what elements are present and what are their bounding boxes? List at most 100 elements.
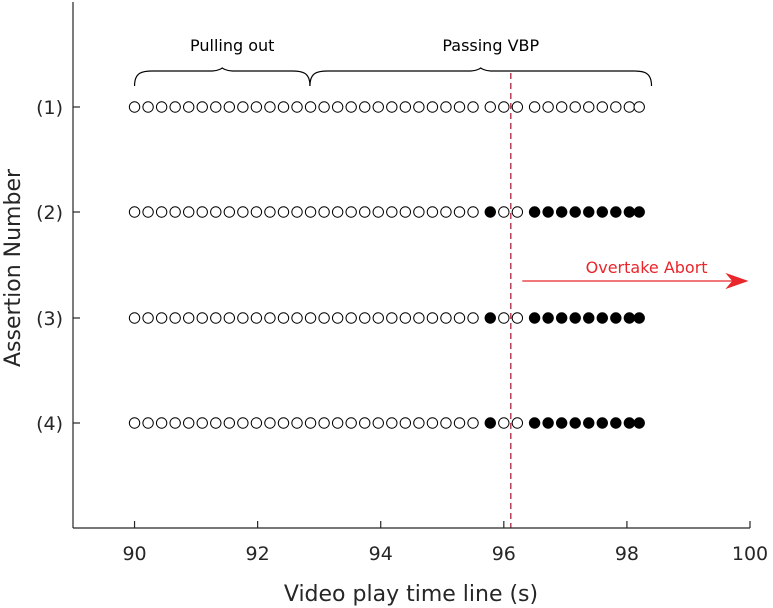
open-point — [359, 417, 371, 429]
open-point — [142, 101, 154, 113]
open-point — [426, 312, 439, 324]
open-point — [359, 206, 371, 218]
open-point — [511, 312, 524, 324]
open-point — [155, 206, 168, 218]
open-point — [498, 206, 510, 218]
filled-point — [596, 206, 608, 218]
open-point — [128, 101, 141, 113]
filled-point — [623, 417, 636, 429]
open-point — [196, 417, 208, 429]
open-point — [277, 101, 290, 113]
open-point — [291, 206, 303, 218]
open-point — [196, 206, 208, 218]
filled-point — [583, 417, 595, 429]
y-tick-label: (3) — [36, 308, 63, 330]
open-point — [237, 206, 249, 218]
open-point — [467, 312, 479, 324]
open-point — [467, 417, 479, 429]
filled-point — [569, 417, 581, 429]
x-axis-label: Video play time line (s) — [284, 582, 538, 607]
open-point — [128, 417, 141, 429]
open-point — [237, 417, 249, 429]
filled-point — [623, 312, 636, 324]
brace-label-1: Pulling out — [190, 36, 274, 55]
filled-point — [633, 417, 645, 429]
filled-point — [610, 206, 622, 218]
open-point — [155, 312, 168, 324]
open-point — [426, 417, 439, 429]
open-point — [210, 101, 222, 113]
open-point — [569, 101, 581, 113]
open-point — [528, 101, 541, 113]
open-point — [511, 417, 524, 429]
open-point — [183, 312, 195, 324]
filled-point — [528, 206, 541, 218]
filled-point — [528, 417, 541, 429]
axes: 90 92 94 96 98 100 (1) (2) (3) (4) — [36, 2, 768, 565]
open-point — [453, 206, 466, 218]
open-point — [399, 312, 412, 324]
y-tick-label: (4) — [36, 413, 63, 435]
open-point — [223, 312, 236, 324]
filled-point — [596, 417, 608, 429]
open-point — [467, 101, 479, 113]
open-point — [304, 206, 317, 218]
overtake-abort-label: Overtake Abort — [586, 258, 708, 277]
open-point — [291, 101, 303, 113]
open-point — [264, 206, 276, 218]
x-tick-label: 100 — [732, 543, 768, 565]
filled-point — [633, 312, 645, 324]
open-point — [386, 101, 398, 113]
open-point — [413, 312, 425, 324]
open-point — [277, 417, 290, 429]
open-point — [210, 417, 222, 429]
open-point — [331, 417, 344, 429]
open-point — [555, 101, 568, 113]
open-point — [511, 101, 524, 113]
open-point — [498, 312, 510, 324]
open-point — [169, 101, 181, 113]
open-point — [210, 206, 222, 218]
open-point — [196, 101, 208, 113]
open-point — [318, 312, 330, 324]
open-point — [413, 417, 425, 429]
filled-point — [484, 312, 496, 324]
open-point — [372, 206, 384, 218]
filled-point — [542, 206, 554, 218]
open-point — [142, 312, 154, 324]
open-point — [426, 206, 439, 218]
open-point — [399, 206, 412, 218]
open-point — [610, 101, 622, 113]
open-point — [304, 312, 317, 324]
filled-point — [555, 417, 568, 429]
filled-point — [542, 417, 554, 429]
y-tick-label: (2) — [36, 202, 63, 224]
x-tick-label: 92 — [246, 543, 270, 565]
annotation-layer: Pulling out Passing VBP Overtake Abort — [133, 36, 749, 290]
open-point — [372, 417, 384, 429]
open-point — [142, 417, 154, 429]
open-point — [196, 312, 208, 324]
open-point — [399, 417, 412, 429]
open-point — [440, 312, 452, 324]
filled-point — [623, 206, 636, 218]
open-point — [484, 101, 496, 113]
filled-point — [583, 206, 595, 218]
brace-1 — [133, 67, 311, 87]
filled-point — [484, 206, 496, 218]
filled-point — [569, 312, 581, 324]
open-point — [399, 101, 412, 113]
open-point — [250, 101, 263, 113]
filled-point — [610, 417, 622, 429]
filled-point — [569, 206, 581, 218]
open-point — [291, 417, 303, 429]
open-point — [155, 417, 168, 429]
filled-point — [555, 206, 568, 218]
open-point — [169, 312, 181, 324]
open-point — [345, 312, 357, 324]
open-point — [250, 417, 263, 429]
open-point — [386, 312, 398, 324]
open-point — [250, 312, 263, 324]
open-point — [277, 206, 290, 218]
open-point — [183, 417, 195, 429]
